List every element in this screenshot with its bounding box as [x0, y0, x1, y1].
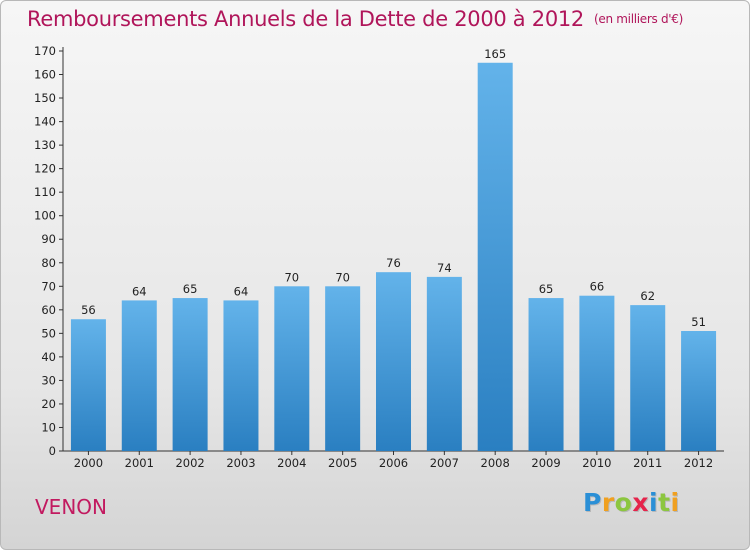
- y-tick-label: 140: [34, 115, 56, 129]
- value-label: 64: [132, 284, 147, 298]
- bar-2012: [681, 331, 717, 451]
- y-tick-label: 80: [41, 256, 56, 270]
- y-tick-label: 90: [41, 232, 56, 246]
- proxiti-logo[interactable]: Proxiti: [583, 488, 680, 517]
- x-tick-label: 2006: [379, 456, 408, 470]
- value-label: 65: [183, 282, 198, 296]
- unit-note: (en milliers d'€): [594, 12, 684, 26]
- y-tick-label: 170: [34, 44, 56, 58]
- x-tick-label: 2001: [125, 456, 154, 470]
- bar-2008: [477, 62, 513, 451]
- bar-2011: [630, 305, 666, 451]
- chart-title: Remboursements Annuels de la Dette de 20…: [27, 7, 683, 31]
- value-label: 56: [81, 303, 96, 317]
- x-tick-label: 2000: [74, 456, 103, 470]
- logo-letter: i: [649, 488, 659, 517]
- y-tick-label: 160: [34, 68, 56, 82]
- bar-2007: [426, 276, 462, 451]
- y-tick-label: 10: [41, 420, 56, 434]
- place-name: VENON: [35, 495, 107, 519]
- y-tick-label: 40: [41, 350, 56, 364]
- y-tick-label: 0: [49, 444, 56, 458]
- value-label: 74: [437, 261, 452, 275]
- bar-2010: [579, 295, 615, 451]
- y-tick-label: 120: [34, 162, 56, 176]
- x-tick-label: 2007: [430, 456, 459, 470]
- value-label: 66: [590, 280, 605, 294]
- bar-2001: [121, 300, 157, 451]
- y-tick-label: 50: [41, 326, 56, 340]
- x-tick-label: 2002: [175, 456, 204, 470]
- bar-2000: [70, 319, 106, 451]
- x-tick-label: 2010: [582, 456, 611, 470]
- y-tick-label: 100: [34, 209, 56, 223]
- logo-letter: t: [658, 488, 671, 517]
- value-label: 165: [484, 47, 506, 61]
- x-tick-label: 2003: [226, 456, 255, 470]
- value-label: 51: [691, 315, 706, 329]
- value-label: 76: [386, 256, 401, 270]
- value-label: 65: [539, 282, 554, 296]
- x-tick-label: 2009: [531, 456, 560, 470]
- value-label: 70: [335, 270, 350, 284]
- x-tick-label: 2011: [633, 456, 662, 470]
- value-label: 62: [640, 289, 655, 303]
- bar-2009: [528, 298, 564, 451]
- logo-letter: r: [601, 488, 615, 517]
- x-tick-label: 2004: [277, 456, 306, 470]
- y-tick-label: 110: [34, 185, 56, 199]
- bar-2003: [223, 300, 259, 451]
- bar-2004: [274, 286, 310, 451]
- y-tick-label: 70: [41, 279, 56, 293]
- bar-2005: [325, 286, 361, 451]
- x-tick-label: 2012: [684, 456, 713, 470]
- y-tick-label: 30: [41, 373, 56, 387]
- logo-letter: P: [583, 488, 602, 517]
- bar-2002: [172, 298, 208, 451]
- bar-2006: [376, 272, 411, 451]
- y-tick-label: 60: [41, 303, 56, 317]
- title-text: Remboursements Annuels de la Dette de 20…: [27, 7, 584, 31]
- logo-letter: x: [632, 488, 649, 517]
- y-tick-label: 150: [34, 91, 56, 105]
- x-tick-label: 2008: [481, 456, 510, 470]
- y-tick-label: 20: [41, 397, 56, 411]
- logo-letter: i: [670, 488, 680, 517]
- value-label: 70: [284, 270, 299, 284]
- y-tick-label: 130: [34, 138, 56, 152]
- logo-letter: o: [614, 488, 633, 517]
- x-tick-label: 2005: [328, 456, 357, 470]
- value-label: 64: [234, 284, 249, 298]
